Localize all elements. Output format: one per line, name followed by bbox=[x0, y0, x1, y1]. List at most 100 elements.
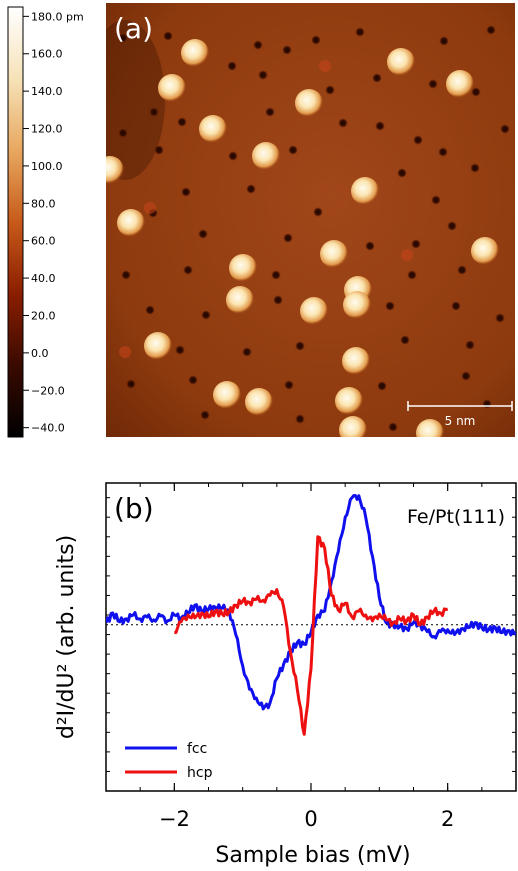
colorbar: 180.0 pm 160.0 140.0 120.0 100.0 80.0 60.0 40.0… bbox=[7, 6, 84, 438]
vacancy bbox=[451, 301, 461, 311]
colorbar-tick-label: 160.0 bbox=[31, 48, 63, 61]
colorbar-tick-label: 80.0 bbox=[31, 197, 56, 210]
fe-adatom bbox=[295, 89, 323, 117]
dark-shading bbox=[106, 20, 165, 180]
fe-adatom bbox=[229, 254, 257, 282]
vacancy bbox=[439, 36, 449, 46]
vacancy bbox=[355, 27, 365, 37]
vacancy bbox=[413, 135, 423, 145]
vacancy bbox=[246, 184, 256, 194]
fe-adatom bbox=[335, 387, 363, 415]
series-fcc-line bbox=[106, 494, 516, 711]
colorbar-tick-label: 180.0 pm bbox=[31, 10, 84, 23]
colorbar-tick-label: 60.0 bbox=[31, 235, 56, 248]
fe-adatom bbox=[158, 74, 186, 102]
vacancy bbox=[118, 33, 128, 43]
vacancy bbox=[377, 381, 387, 391]
vacancy bbox=[295, 414, 305, 424]
fe-adatom bbox=[342, 347, 370, 375]
sample-label: Fe/Pt(111) bbox=[407, 506, 505, 528]
vacancy bbox=[200, 410, 210, 420]
substrate-vacancies bbox=[118, 25, 510, 432]
colorbar-tick-label: −40.0 bbox=[31, 422, 65, 435]
vacancy bbox=[228, 151, 238, 161]
vacancy bbox=[428, 79, 438, 89]
vacancy bbox=[372, 73, 382, 83]
vacancy bbox=[283, 233, 293, 243]
x-tick-label: 0 bbox=[304, 807, 317, 831]
fe-adatom bbox=[117, 209, 145, 237]
vacancy bbox=[495, 313, 505, 323]
vacancy bbox=[282, 45, 292, 55]
vacancy bbox=[258, 70, 268, 80]
fe-adatom bbox=[339, 416, 367, 437]
vacancy bbox=[175, 345, 185, 355]
fe-adatom bbox=[343, 291, 371, 319]
panel-a-label: (a) bbox=[114, 12, 153, 45]
vacancy bbox=[388, 422, 398, 432]
series-hcp-line bbox=[174, 535, 449, 736]
stm-image bbox=[106, 3, 515, 437]
legend: fcc hcp bbox=[125, 741, 213, 781]
vacancy bbox=[482, 399, 492, 409]
spectra-plot: −2 0 2 (b) Fe/Pt(111) fcc hcp Sample bias (… bbox=[54, 482, 517, 868]
vacancy bbox=[438, 147, 448, 157]
bright-defect bbox=[119, 346, 131, 358]
legend-label-hcp: hcp bbox=[187, 765, 213, 781]
vacancy bbox=[500, 124, 510, 134]
vacancy bbox=[145, 305, 155, 315]
vacancy bbox=[338, 118, 348, 128]
vacancy bbox=[163, 31, 173, 41]
vacancy bbox=[470, 163, 480, 173]
vacancy bbox=[471, 87, 481, 97]
bright-defect bbox=[144, 202, 156, 214]
vacancy bbox=[273, 295, 283, 305]
vacancy bbox=[149, 107, 159, 117]
vacancy bbox=[486, 25, 496, 35]
vacancy bbox=[284, 380, 294, 390]
vacancy bbox=[411, 239, 421, 249]
vacancy bbox=[201, 310, 211, 320]
fe-adatom bbox=[144, 332, 172, 360]
vacancy bbox=[253, 40, 263, 50]
vacancy bbox=[400, 335, 410, 345]
colorbar-tick-label: −20.0 bbox=[31, 384, 65, 397]
vacancy bbox=[407, 270, 417, 280]
vacancy bbox=[311, 35, 321, 45]
fe-adatom bbox=[245, 388, 273, 416]
colorbar-tick-label: 20.0 bbox=[31, 309, 56, 322]
plot-frame bbox=[105, 482, 517, 792]
fe-adatom bbox=[199, 115, 227, 143]
vacancy bbox=[447, 221, 457, 231]
fe-adatom bbox=[106, 156, 124, 184]
fe-adatom bbox=[226, 286, 254, 314]
colorbar-tick-label: 40.0 bbox=[31, 272, 56, 285]
vacancy bbox=[295, 341, 305, 351]
colorbar-ticks: 180.0 pm 160.0 140.0 120.0 100.0 80.0 60.0 40.0… bbox=[23, 10, 84, 435]
y-axis-title: d²I/dU² (arb. units) bbox=[54, 535, 79, 739]
x-tick-label: 2 bbox=[441, 807, 454, 831]
vacancy bbox=[265, 107, 275, 117]
vacancy bbox=[431, 195, 441, 205]
fe-adatom bbox=[416, 419, 444, 437]
bright-defect bbox=[401, 249, 413, 261]
vacancy bbox=[188, 375, 198, 385]
bright-defect bbox=[319, 60, 331, 72]
colorbar-tick-label: 0.0 bbox=[31, 347, 49, 360]
vacancy bbox=[271, 270, 281, 280]
stm-substrate bbox=[106, 3, 515, 437]
fe-adatom bbox=[446, 70, 474, 98]
scale-bar: 5 nm bbox=[407, 401, 513, 428]
vacancy bbox=[385, 301, 395, 311]
vacancy bbox=[457, 265, 467, 275]
fe-adatom bbox=[320, 240, 348, 268]
vacancy bbox=[121, 270, 131, 280]
vacancy bbox=[118, 128, 128, 138]
vacancy bbox=[198, 229, 208, 239]
vacancy bbox=[375, 121, 385, 131]
vacancy bbox=[177, 117, 187, 127]
fe-adatom bbox=[351, 177, 379, 205]
fe-adatom bbox=[181, 39, 209, 67]
vacancy bbox=[154, 145, 164, 155]
